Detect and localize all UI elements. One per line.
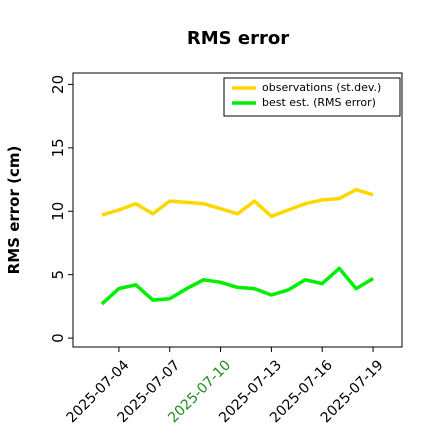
y-tick-label: 10 (49, 202, 67, 221)
legend-label: best est. (RMS error) (262, 96, 376, 109)
chart-title: RMS error (187, 28, 289, 49)
series-line (100, 266, 374, 306)
y-tick-label: 0 (49, 333, 67, 343)
y-tick-label: 15 (49, 138, 67, 157)
plot-frame (72, 72, 403, 348)
legend-box (223, 77, 401, 117)
series-line (101, 187, 374, 219)
y-tick-label: 20 (49, 75, 67, 94)
y-axis-label: RMS error (cm) (5, 146, 23, 275)
legend-label: observations (st.dev.) (262, 81, 381, 94)
y-tick-label: 5 (49, 270, 67, 280)
